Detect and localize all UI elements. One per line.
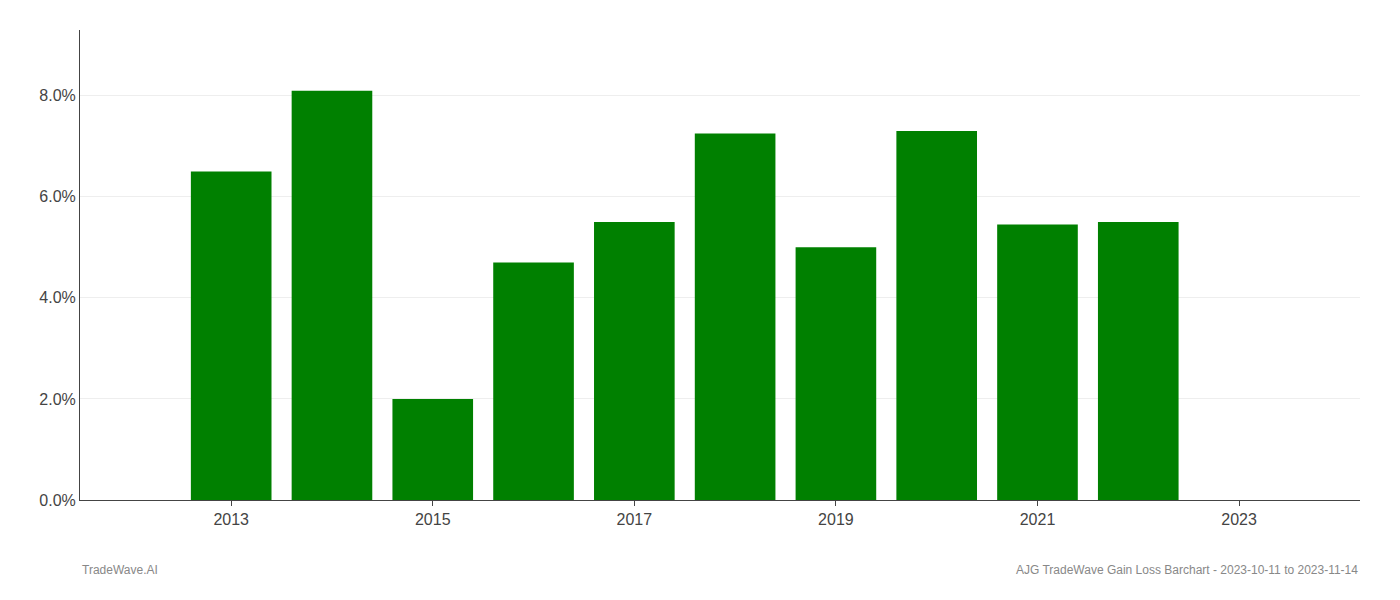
svg-text:0.0%: 0.0% [39, 492, 75, 509]
svg-text:2017: 2017 [617, 511, 653, 528]
svg-text:6.0%: 6.0% [39, 188, 75, 205]
svg-text:TradeWave.AI: TradeWave.AI [82, 563, 158, 577]
svg-text:2015: 2015 [415, 511, 451, 528]
svg-text:2013: 2013 [213, 511, 249, 528]
svg-text:2019: 2019 [818, 511, 854, 528]
svg-text:2.0%: 2.0% [39, 391, 75, 408]
svg-text:8.0%: 8.0% [39, 87, 75, 104]
svg-text:AJG TradeWave Gain Loss Barcha: AJG TradeWave Gain Loss Barchart - 2023-… [1016, 563, 1358, 577]
svg-text:2023: 2023 [1221, 511, 1257, 528]
svg-text:2021: 2021 [1020, 511, 1056, 528]
svg-text:4.0%: 4.0% [39, 289, 75, 306]
